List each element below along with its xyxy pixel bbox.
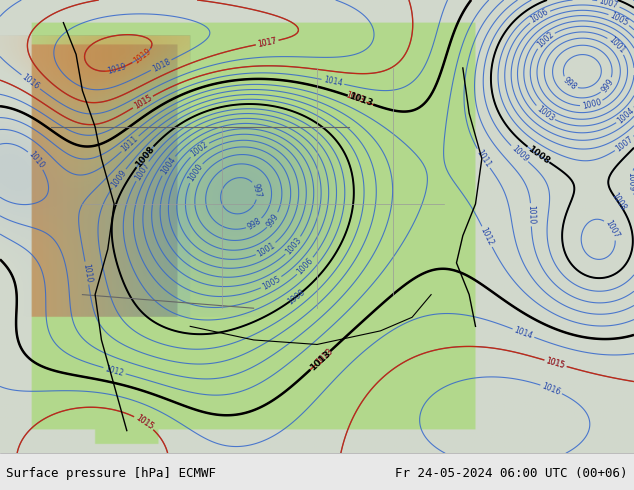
Text: 1002: 1002 — [189, 140, 210, 159]
Text: 1007: 1007 — [604, 219, 621, 240]
Text: 998: 998 — [561, 75, 578, 92]
Text: 1008: 1008 — [526, 144, 551, 166]
Text: 1019: 1019 — [132, 47, 153, 66]
Text: 1012: 1012 — [479, 226, 495, 247]
Text: 1009: 1009 — [509, 144, 529, 164]
Text: 1005: 1005 — [609, 11, 630, 28]
Text: 1016: 1016 — [20, 73, 41, 91]
Text: 1015: 1015 — [134, 414, 155, 432]
Text: 1008: 1008 — [609, 192, 627, 213]
Text: 1000: 1000 — [186, 162, 204, 183]
Text: 1015: 1015 — [134, 414, 155, 432]
Text: 999: 999 — [599, 77, 615, 94]
Text: 1013: 1013 — [314, 347, 334, 367]
Text: 1006: 1006 — [529, 7, 550, 25]
Text: 1002: 1002 — [535, 30, 555, 50]
Text: 1004: 1004 — [159, 155, 178, 176]
Text: 1014: 1014 — [513, 325, 534, 341]
Text: 1001: 1001 — [607, 35, 626, 55]
Text: Fr 24-05-2024 06:00 UTC (00+06): Fr 24-05-2024 06:00 UTC (00+06) — [395, 467, 628, 480]
Text: 1015: 1015 — [133, 93, 153, 111]
Text: 1009: 1009 — [626, 172, 634, 192]
Text: 1001: 1001 — [256, 241, 276, 258]
Text: 1007: 1007 — [133, 161, 151, 182]
Text: 1017: 1017 — [257, 36, 278, 49]
Text: 1011: 1011 — [474, 148, 493, 169]
Text: 1005: 1005 — [261, 274, 282, 291]
Text: 1015: 1015 — [133, 93, 153, 111]
Text: 1013: 1013 — [345, 91, 366, 106]
Text: 1013: 1013 — [345, 91, 366, 106]
Text: 1007: 1007 — [598, 0, 619, 10]
Text: 1013: 1013 — [308, 349, 332, 372]
Text: 1006: 1006 — [295, 256, 315, 276]
Text: 1013: 1013 — [314, 347, 334, 367]
Text: Surface pressure [hPa] ECMWF: Surface pressure [hPa] ECMWF — [6, 467, 216, 480]
Text: 1019: 1019 — [107, 62, 127, 76]
Text: 1004: 1004 — [615, 106, 634, 125]
Text: 1010: 1010 — [27, 150, 46, 171]
Text: 1015: 1015 — [545, 356, 566, 370]
Text: 1007: 1007 — [614, 134, 634, 153]
Text: 997: 997 — [250, 182, 262, 198]
Text: 999: 999 — [265, 212, 281, 229]
Text: 1003: 1003 — [534, 104, 555, 123]
Text: 998: 998 — [246, 216, 263, 232]
Text: 1000: 1000 — [581, 98, 602, 111]
Text: 1010: 1010 — [526, 205, 536, 224]
Text: 1016: 1016 — [541, 381, 562, 397]
Text: 1018: 1018 — [151, 57, 172, 74]
Text: 1008: 1008 — [286, 287, 307, 306]
Text: 1009: 1009 — [110, 168, 128, 189]
Text: 1012: 1012 — [104, 364, 125, 378]
Text: 1015: 1015 — [545, 356, 566, 370]
Text: 1017: 1017 — [257, 36, 278, 49]
Text: 1008: 1008 — [133, 144, 156, 169]
Text: 1014: 1014 — [323, 75, 343, 88]
Text: 1013: 1013 — [347, 92, 374, 108]
Text: 1003: 1003 — [284, 235, 303, 256]
Text: 1011: 1011 — [120, 134, 140, 153]
Text: 1010: 1010 — [81, 263, 93, 283]
